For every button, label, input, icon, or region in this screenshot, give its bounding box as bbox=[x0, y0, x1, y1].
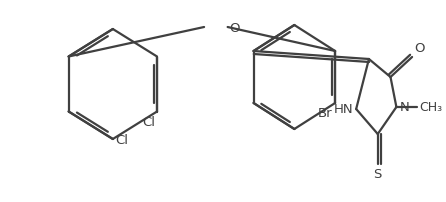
Text: CH₃: CH₃ bbox=[419, 101, 442, 114]
Text: HN: HN bbox=[334, 103, 353, 116]
Text: N: N bbox=[399, 101, 409, 114]
Text: Cl: Cl bbox=[142, 115, 155, 128]
Text: O: O bbox=[414, 42, 425, 55]
Text: O: O bbox=[230, 21, 240, 34]
Text: Br: Br bbox=[318, 106, 332, 119]
Text: Cl: Cl bbox=[115, 133, 128, 146]
Text: S: S bbox=[374, 167, 382, 180]
